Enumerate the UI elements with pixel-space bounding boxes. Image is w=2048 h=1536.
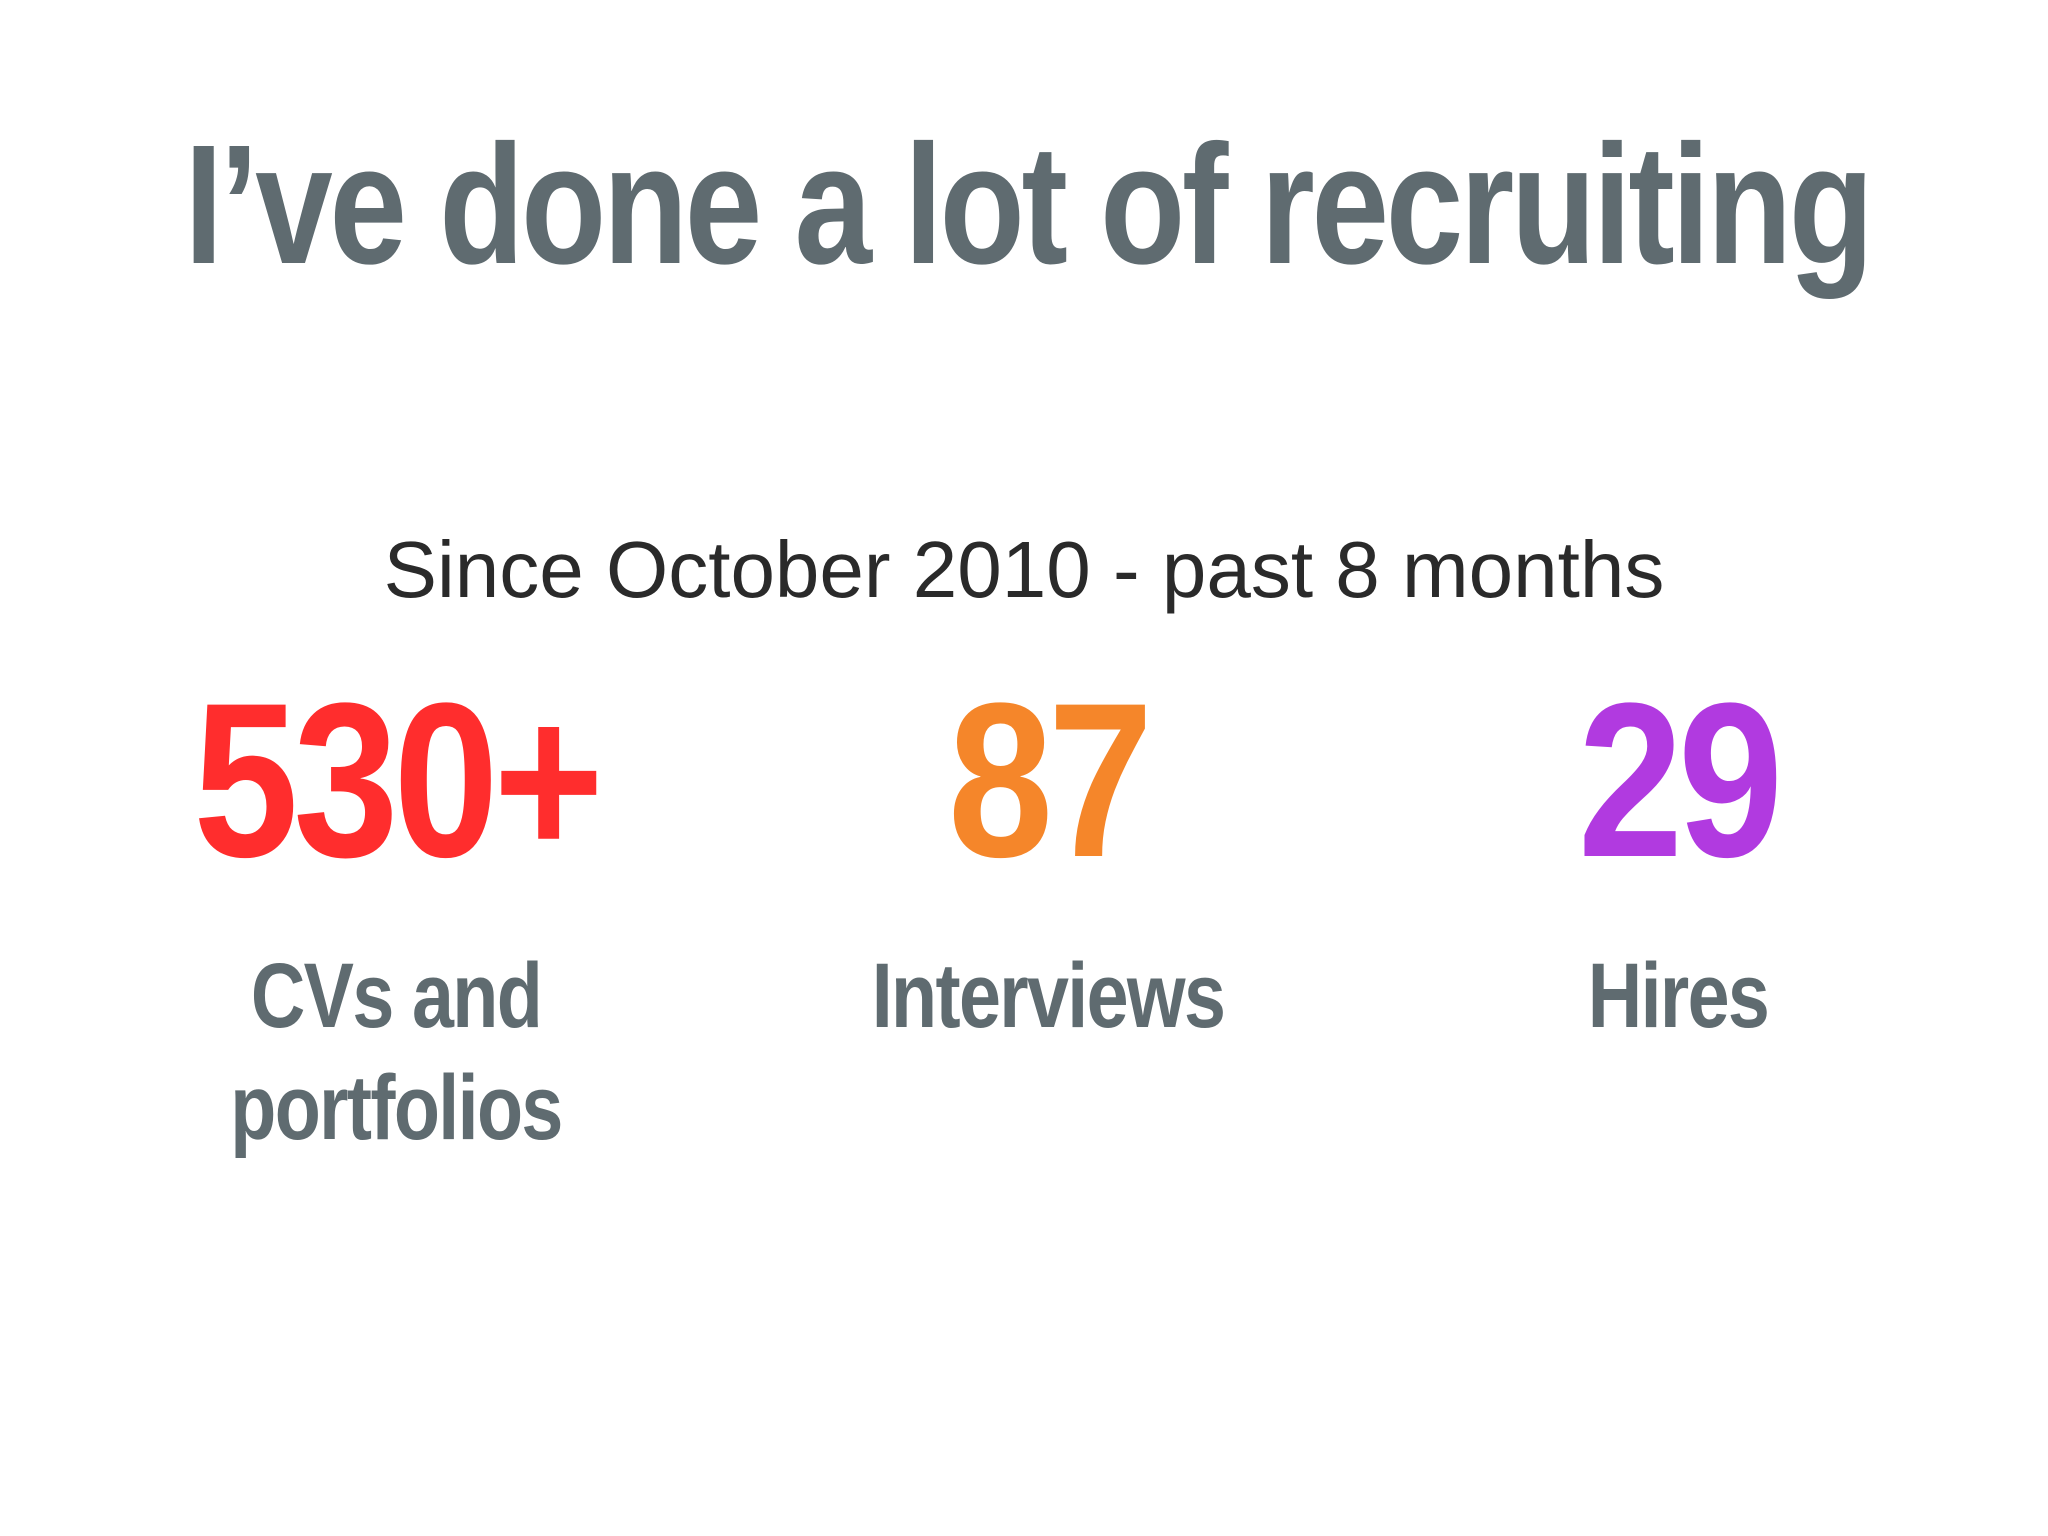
stat-interviews: 87 Interviews [708,670,1388,1052]
stat-label-interviews: Interviews [871,945,1226,1047]
stat-hires: 29 Hires [1338,670,2018,1052]
slide-title: I’ve done a lot of recruiting [184,110,1874,300]
stat-value-cvs: 530+ [193,657,604,903]
stat-label-hires: Hires [1587,945,1770,1047]
stat-value-hires: 29 [1577,657,1783,903]
slide-subtitle: Since October 2010 - past 8 months [383,525,1665,614]
stat-cvs: 530+ CVs and portfolios [56,670,736,1164]
stat-value-interviews: 87 [947,657,1153,903]
stat-label-cvs: CVs and portfolios [230,945,563,1159]
